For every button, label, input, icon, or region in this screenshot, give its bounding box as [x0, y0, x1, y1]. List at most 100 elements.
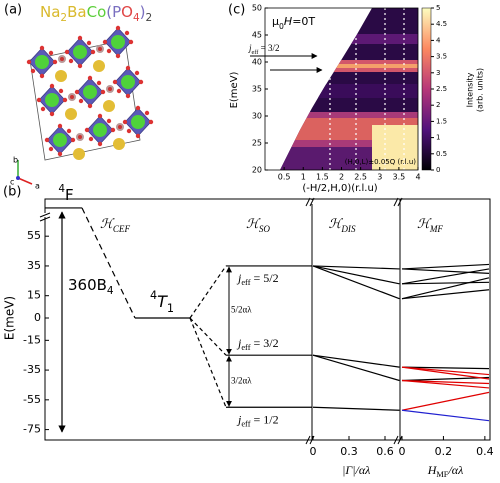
text-part: ℋ — [246, 216, 261, 231]
panel-c-axes: 0.5 1 1.5 2 2.5 3 3.5 42025303540455000.511.522… — [252, 4, 447, 182]
colorbar-tick-label: 0.5 — [436, 150, 447, 158]
barium — [65, 108, 77, 120]
text-part: /αλ — [447, 463, 463, 477]
oxygen — [62, 97, 68, 103]
x-tick-label: 4 — [415, 173, 420, 182]
oxygen — [26, 59, 32, 65]
field-label: μ0H=0T — [272, 15, 315, 31]
oxygen — [144, 110, 150, 116]
oxygen — [88, 136, 94, 142]
level-label: jeff = 1/2 — [236, 412, 279, 429]
text-part: eff — [252, 49, 260, 56]
text-part: 0 — [279, 22, 284, 31]
split-line — [312, 265, 400, 270]
colorbar-label: Intensity — [466, 72, 475, 107]
y-tick-label: -15 — [23, 333, 41, 346]
oxygen — [135, 105, 141, 111]
oxygen — [84, 127, 90, 133]
oxygen — [49, 83, 55, 89]
x-axis-label: HMF/αλ — [427, 463, 464, 480]
cobalt — [53, 133, 67, 147]
cobalt — [93, 123, 107, 137]
oxygen — [52, 59, 58, 65]
colorbar-tick-label: 2 — [436, 101, 440, 109]
oxygen — [77, 63, 83, 69]
split-line — [312, 354, 400, 368]
oxygen — [87, 75, 93, 81]
colorbar-tick-label: 1 — [436, 134, 440, 142]
oxygen — [48, 50, 54, 56]
text-part: ) — [140, 3, 146, 21]
oxygen — [106, 48, 112, 54]
split-line — [401, 289, 490, 300]
split-line — [401, 366, 490, 370]
text-part: 4 — [150, 289, 157, 302]
y-tick-label: 25 — [252, 139, 262, 148]
transition — [189, 317, 227, 408]
level-label: 4T1 — [150, 289, 174, 315]
oxygen — [57, 151, 63, 157]
oxygen — [57, 123, 63, 129]
level-label: jeff = 5/2 — [236, 271, 279, 288]
oxygen — [116, 88, 122, 94]
note: (H,0,L)±0.05Q (r.l.u) — [345, 158, 417, 166]
level-label: 4F — [58, 183, 73, 204]
oxygen — [106, 118, 112, 124]
crystal-axes: b c a — [10, 156, 40, 191]
colorbar-tick-label: 1.5 — [436, 117, 447, 125]
oxygen — [97, 141, 103, 147]
text-part: 1 — [167, 302, 174, 315]
oxygen — [148, 119, 154, 125]
text-part: MF — [429, 224, 444, 234]
panel-label: (b) — [3, 185, 21, 200]
split-line — [401, 379, 490, 385]
y-tick-label: -55 — [23, 393, 41, 406]
split-line — [401, 281, 490, 285]
text-part: ℋ — [417, 216, 432, 231]
oxygen — [138, 79, 144, 85]
split-line — [312, 265, 400, 300]
x-tick-label: 0.5 — [278, 173, 291, 182]
gap-label: 3/2αλ — [231, 375, 252, 385]
oxygen — [135, 133, 141, 139]
phosphate — [76, 133, 84, 141]
text-part: 2 — [146, 12, 153, 24]
text-part: j — [236, 336, 242, 350]
y-tick-label: -35 — [23, 363, 41, 376]
text-part: =0T — [292, 15, 315, 28]
x-tick-label: 2 — [339, 173, 344, 182]
axis-label: c — [10, 178, 14, 187]
barium — [73, 148, 85, 160]
oxygen — [110, 127, 116, 133]
oxygen — [39, 45, 45, 51]
split-line — [401, 391, 490, 411]
oxygen — [97, 113, 103, 119]
transition — [189, 265, 227, 319]
oxygen — [78, 98, 84, 104]
y-axis-label: E(meV) — [229, 71, 240, 108]
y-tick-label: 35 — [27, 259, 41, 272]
barium — [103, 100, 115, 112]
transition — [189, 317, 227, 356]
text-part: 2 — [60, 12, 67, 24]
oxygen — [122, 119, 128, 125]
oxygen — [126, 128, 132, 134]
barium — [93, 60, 105, 72]
x-tick-label: 0 — [399, 445, 406, 458]
y-tick-label: 15 — [27, 289, 41, 302]
colorbar-tick-label: 4.5 — [436, 20, 447, 28]
crystal-field-label: 360B4 — [68, 276, 114, 298]
text-part: ( — [106, 3, 112, 21]
oxygen — [49, 111, 55, 117]
oxygen — [115, 53, 121, 59]
colorbar-tick-label: 3 — [436, 69, 440, 77]
text-part: F — [65, 185, 74, 203]
x-tick-label: 0.6 — [376, 445, 394, 458]
phosphate — [68, 93, 76, 101]
y-tick-label: 40 — [252, 58, 262, 67]
cobalt — [111, 35, 125, 49]
colorbar-tick-label: 3.5 — [436, 53, 447, 61]
text-part: 4 — [107, 285, 114, 297]
text-part: 4 — [58, 183, 65, 195]
